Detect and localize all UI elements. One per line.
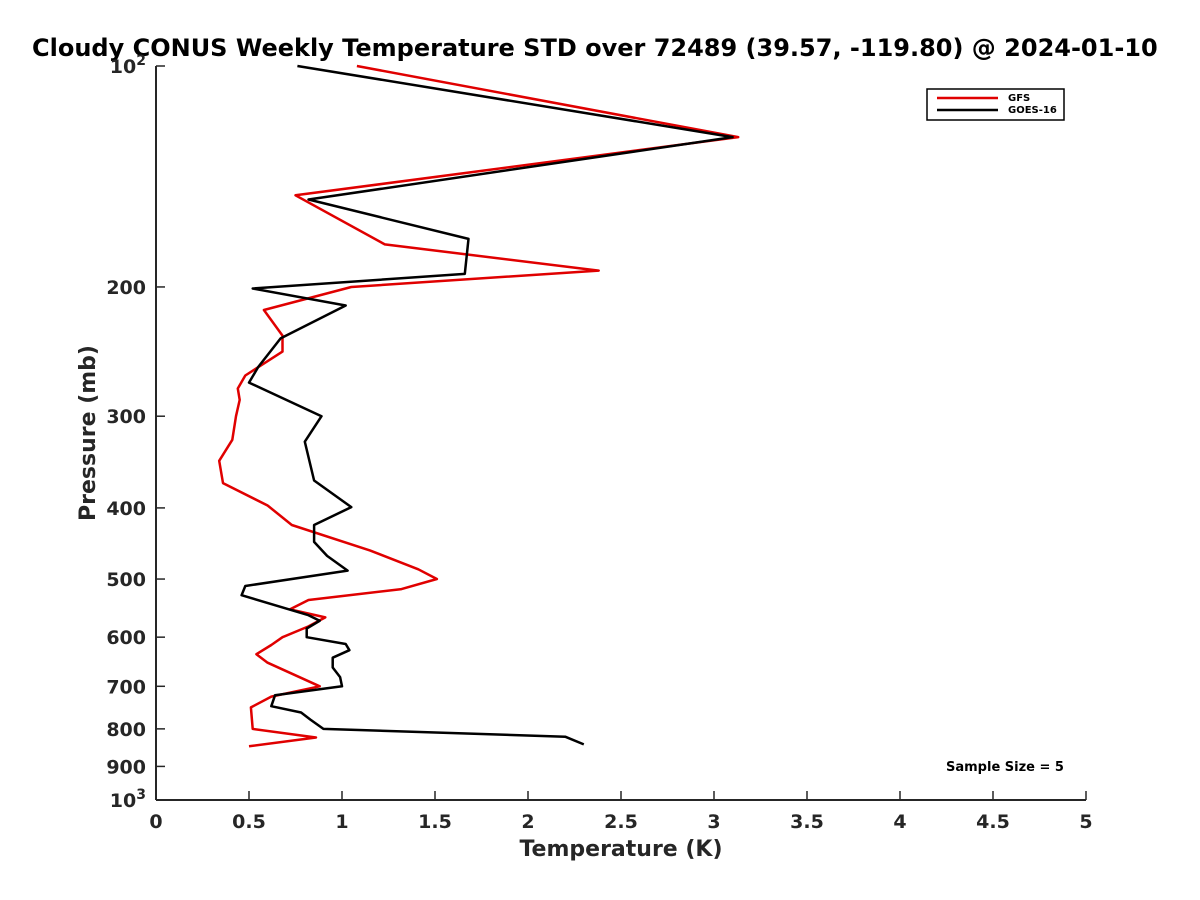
x-tick-label: 2	[521, 811, 534, 833]
y-tick-label: 103	[110, 787, 146, 812]
series-line-gfs	[217, 64, 740, 748]
series-line-goes-16	[240, 64, 734, 746]
x-tick-label: 0	[149, 811, 162, 833]
x-axis-label: Temperature (K)	[519, 837, 722, 862]
x-tick-label: 4	[893, 811, 906, 833]
plot-lines	[217, 64, 740, 748]
x-tick-label: 5	[1079, 811, 1092, 833]
y-axis-label: Pressure (mb)	[76, 345, 101, 521]
y-tick-label: 200	[106, 277, 146, 299]
x-tick-label: 3	[707, 811, 720, 833]
x-ticks: 0 0.5 1 1.5 2 2.5 3 3.5 4 4.5 5	[149, 791, 1093, 833]
x-tick-label: 1.5	[418, 811, 452, 833]
y-tick-label: 600	[106, 627, 146, 649]
legend-label-goes16: GOES-16	[1008, 105, 1057, 116]
y-tick-label: 102	[110, 53, 146, 78]
legend-box	[926, 88, 1065, 121]
y-tick-label: 300	[106, 406, 146, 428]
x-tick-label: 4.5	[976, 811, 1010, 833]
y-tick-label: 500	[106, 569, 146, 591]
x-tick-label: 1	[335, 811, 348, 833]
chart-title: Cloudy CONUS Weekly Temperature STD over…	[32, 34, 1158, 62]
y-tick-label: 700	[106, 676, 146, 698]
x-tick-label: 3.5	[790, 811, 824, 833]
y-tick-label: 900	[106, 756, 146, 778]
x-tick-label: 2.5	[604, 811, 638, 833]
x-tick-label: 0.5	[232, 811, 266, 833]
y-tick-label: 400	[106, 498, 146, 520]
y-ticks: 102 200 300 400 500 600 700 800 900 103	[106, 53, 165, 812]
y-tick-label: 800	[106, 719, 146, 741]
legend-label-gfs: GFS	[1008, 93, 1030, 104]
legend: GFS GOES-16	[926, 88, 1065, 121]
sample-size-annotation: Sample Size = 5	[946, 760, 1064, 775]
